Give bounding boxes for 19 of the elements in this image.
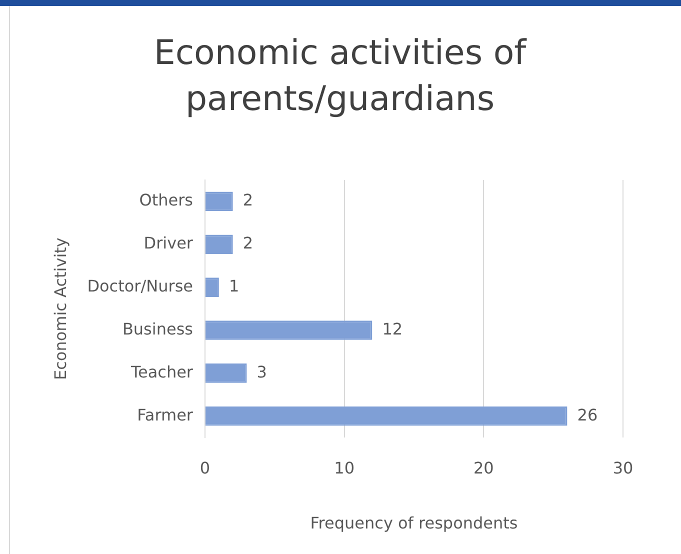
- y-tick-label: Farmer: [137, 405, 194, 424]
- x-tick-label: 0: [200, 458, 210, 478]
- y-tick-label: Others: [139, 190, 194, 210]
- y-axis-title: Economic Activity: [50, 238, 70, 380]
- y-tick-label: Driver: [144, 234, 194, 253]
- x-tick-label: 10: [334, 458, 355, 478]
- chart-title: Economic activities of parents/guardians: [152, 32, 528, 121]
- x-tick-label: 30: [612, 458, 634, 478]
- y-tick-label: Business: [122, 319, 194, 338]
- data-label: 12: [382, 319, 403, 338]
- data-label: 2: [242, 190, 254, 210]
- data-label: 1: [228, 276, 240, 296]
- data-label: 2: [242, 234, 254, 253]
- y-tick-label: Teacher: [130, 362, 194, 382]
- x-tick-label: 20: [473, 458, 494, 478]
- data-label: 3: [256, 362, 267, 382]
- y-tick-label: Doctor/Nurse: [87, 276, 194, 296]
- data-label: 26: [577, 405, 598, 424]
- x-axis-title: Frequency of respondents: [310, 514, 518, 533]
